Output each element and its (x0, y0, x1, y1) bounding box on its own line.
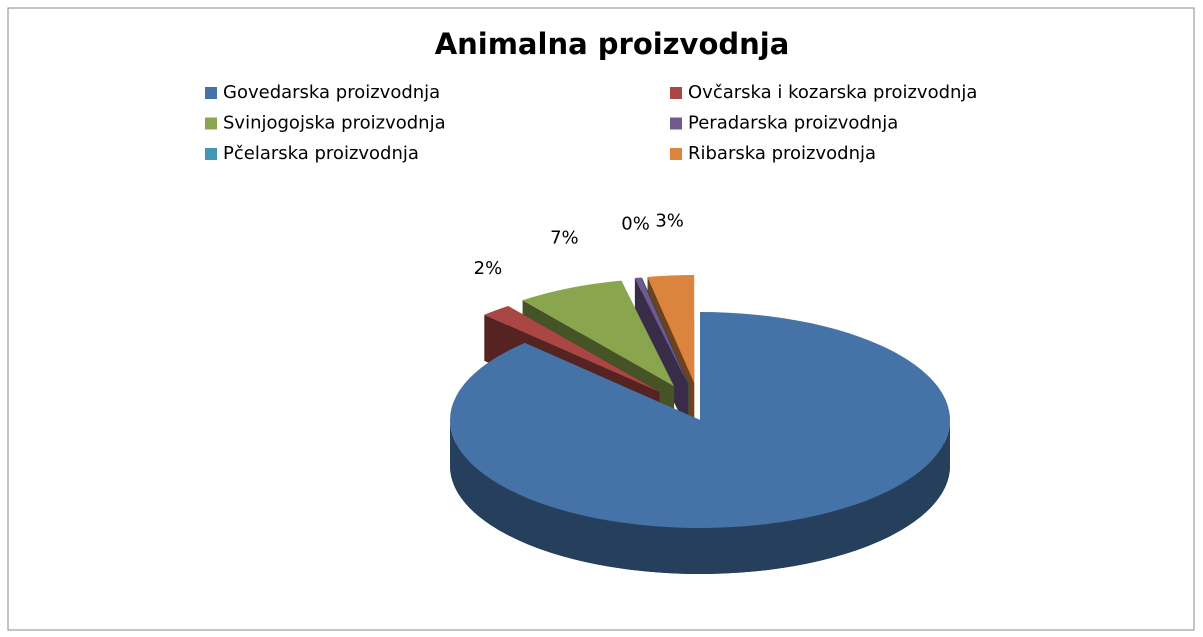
legend-label: Peradarska proizvodnja (688, 113, 898, 134)
legend-label: Govedarska proizvodnja (223, 82, 440, 103)
data-label: 0% (621, 213, 650, 234)
slice-top (647, 274, 695, 383)
legend-swatch (205, 87, 217, 99)
slice-side (450, 420, 950, 574)
data-label: 7% (550, 228, 579, 249)
legend-label: Pčelarska proizvodnja (223, 143, 419, 164)
data-label: 2% (474, 258, 503, 279)
slice-top (484, 305, 660, 392)
chart-title: Animalna proizvodnja (435, 27, 790, 61)
slice-wall (641, 277, 688, 430)
legend-label: Ribarska proizvodnja (688, 143, 876, 164)
legend-swatch (205, 117, 217, 130)
pie-slice (450, 312, 951, 574)
data-label: 3% (655, 210, 684, 231)
slice-top (634, 277, 688, 384)
legend-swatch (670, 87, 682, 99)
legend-swatch (670, 117, 682, 130)
data-label: 88% (743, 635, 783, 637)
legend-swatch (205, 148, 217, 160)
legend-label: Svinjogojska proizvodnja (223, 113, 446, 134)
legend-label: Ovčarska i kozarska proizvodnja (688, 82, 977, 103)
slice-top (522, 280, 675, 387)
legend-swatch (670, 148, 682, 160)
slice-top (450, 312, 951, 528)
